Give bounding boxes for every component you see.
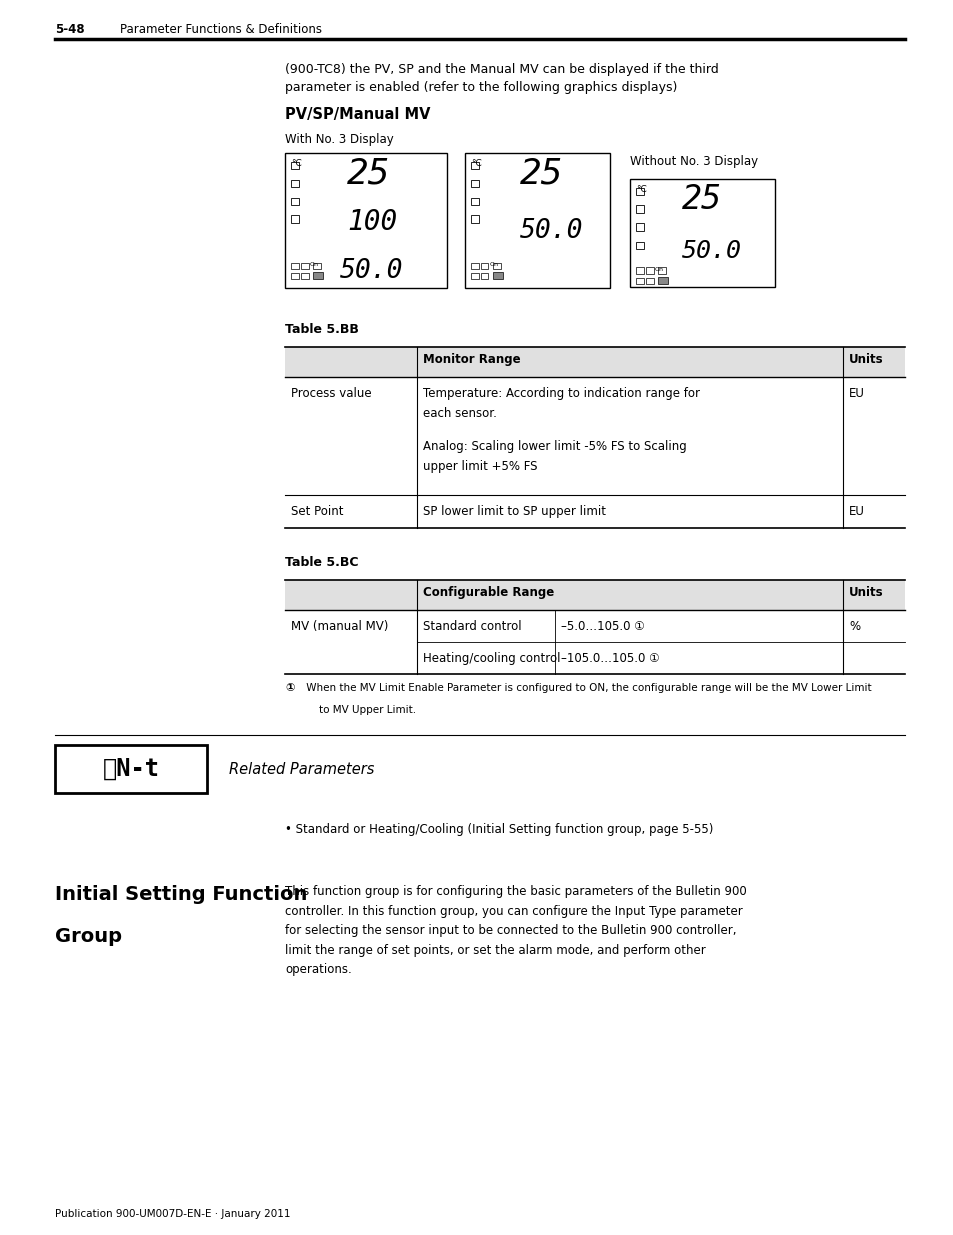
Bar	[285, 580, 904, 610]
Bar	[658, 268, 665, 274]
Text: Analog: Scaling lower limit -5% FS to Scaling: Analog: Scaling lower limit -5% FS to Sc…	[422, 440, 686, 453]
Text: Units: Units	[848, 585, 882, 599]
Text: Temperature: According to indication range for: Temperature: According to indication ran…	[422, 387, 700, 400]
Text: On: On	[309, 262, 318, 267]
Bar	[301, 263, 308, 269]
Bar	[291, 273, 298, 279]
Text: 25: 25	[347, 157, 390, 191]
Text: °C: °C	[291, 159, 301, 168]
Text: 50.0: 50.0	[519, 219, 583, 245]
Text: Without No. 3 Display: Without No. 3 Display	[629, 156, 758, 168]
Text: 25: 25	[681, 183, 721, 216]
Text: EU: EU	[848, 505, 864, 517]
Text: Table 5.BC: Table 5.BC	[285, 556, 358, 569]
Bar	[629, 179, 774, 287]
Text: When the MV Limit Enable Parameter is configured to ON, the configurable range w: When the MV Limit Enable Parameter is co…	[303, 683, 871, 693]
Bar	[480, 273, 488, 279]
Text: 50.0: 50.0	[339, 258, 403, 284]
Text: • Standard or Heating/Cooling (Initial Setting function group, page 5-55): • Standard or Heating/Cooling (Initial S…	[285, 823, 713, 836]
Bar	[285, 347, 904, 377]
Text: Standard control: Standard control	[422, 620, 521, 634]
Text: This function group is for configuring the basic parameters of the Bulletin 900
: This function group is for configuring t…	[285, 885, 746, 976]
Text: %: %	[848, 620, 860, 634]
Bar	[471, 162, 478, 169]
Bar	[658, 277, 667, 284]
Bar	[645, 268, 653, 274]
Bar	[480, 263, 488, 269]
Bar	[313, 272, 323, 279]
Text: EU: EU	[848, 387, 864, 400]
Text: Related Parameters: Related Parameters	[229, 762, 374, 777]
Text: to MV Upper Limit.: to MV Upper Limit.	[318, 705, 416, 715]
Text: 5-48: 5-48	[55, 23, 85, 36]
Text: °C: °C	[636, 185, 646, 194]
Bar	[471, 215, 478, 224]
Text: Units: Units	[848, 353, 882, 366]
Text: –105.0…105.0 ①: –105.0…105.0 ①	[560, 652, 659, 664]
Text: Configurable Range: Configurable Range	[422, 585, 554, 599]
Bar	[636, 278, 643, 284]
Text: Process value: Process value	[291, 387, 372, 400]
Text: 50.0: 50.0	[681, 240, 741, 263]
Bar	[636, 188, 643, 195]
Text: Publication 900-UM007D-EN-E · January 2011: Publication 900-UM007D-EN-E · January 20…	[55, 1209, 291, 1219]
Text: Parameter Functions & Definitions: Parameter Functions & Definitions	[120, 23, 322, 36]
Bar	[301, 273, 308, 279]
Bar	[493, 263, 500, 269]
Text: SP lower limit to SP upper limit: SP lower limit to SP upper limit	[422, 505, 605, 517]
Text: upper limit +5% FS: upper limit +5% FS	[422, 459, 537, 473]
Bar	[471, 179, 478, 186]
Text: Monitor Range: Monitor Range	[422, 353, 520, 366]
Text: Initial Setting Function: Initial Setting Function	[55, 885, 307, 904]
Bar	[471, 198, 478, 205]
Bar	[636, 242, 643, 249]
Text: ᴄN-t: ᴄN-t	[102, 757, 159, 781]
Bar	[291, 179, 298, 186]
Text: Heating/cooling control: Heating/cooling control	[422, 652, 560, 664]
Bar	[285, 153, 447, 288]
Bar	[471, 263, 478, 269]
Text: 100: 100	[347, 207, 396, 236]
Text: MV (manual MV): MV (manual MV)	[291, 620, 388, 634]
Text: –5.0…105.0 ①: –5.0…105.0 ①	[560, 620, 644, 634]
Bar	[291, 198, 298, 205]
Bar	[291, 263, 298, 269]
Text: On: On	[489, 262, 498, 267]
Text: On: On	[654, 267, 662, 272]
Text: PV/SP/Manual MV: PV/SP/Manual MV	[285, 107, 430, 122]
Text: (900-TC8) the PV, SP and the Manual MV can be displayed if the third
parameter i: (900-TC8) the PV, SP and the Manual MV c…	[285, 63, 718, 94]
Bar	[636, 268, 643, 274]
Text: °C: °C	[471, 159, 481, 168]
Text: Table 5.BB: Table 5.BB	[285, 324, 358, 336]
Text: each sensor.: each sensor.	[422, 406, 497, 420]
Text: Group: Group	[55, 927, 122, 946]
Bar	[55, 745, 207, 793]
Text: Set Point: Set Point	[291, 505, 343, 517]
Bar	[645, 278, 653, 284]
Bar	[493, 272, 502, 279]
Bar	[636, 205, 643, 212]
Bar	[471, 273, 478, 279]
Bar	[291, 162, 298, 169]
Bar	[636, 224, 643, 231]
Text: 25: 25	[519, 157, 563, 191]
Bar	[291, 215, 298, 224]
Text: With No. 3 Display: With No. 3 Display	[285, 133, 394, 146]
Bar	[313, 263, 320, 269]
Bar	[464, 153, 609, 288]
Text: ①: ①	[285, 683, 294, 693]
